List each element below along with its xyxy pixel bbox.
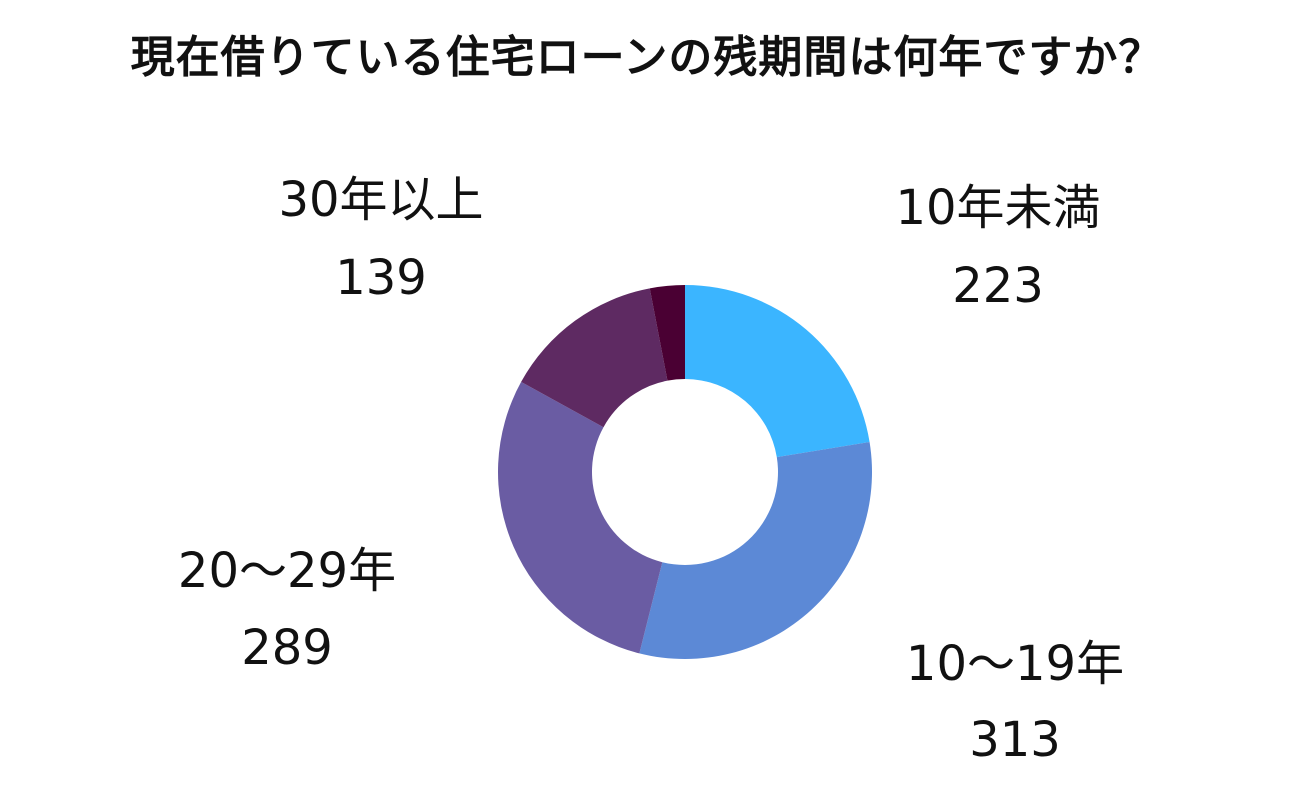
data-label-30-plus: 30年以上 139 — [278, 172, 483, 306]
chart-title: 現在借りている住宅ローンの残期間は何年ですか？ — [130, 32, 1164, 83]
donut-slice-4 — [521, 288, 668, 428]
data-label-category: 30年以上 — [278, 172, 483, 228]
data-label-category: 10〜19年 — [906, 636, 1124, 692]
donut-slice-1 — [685, 285, 870, 458]
data-label-10-19: 10〜19年 313 — [906, 636, 1124, 768]
donut-slices — [498, 285, 873, 659]
donut-slice-5 — [649, 285, 685, 381]
donut-slice-3 — [498, 381, 663, 654]
donut-slice-2 — [639, 441, 873, 659]
data-label-category: 20〜29年 — [178, 543, 396, 599]
data-label-value: 313 — [969, 712, 1061, 768]
data-label-value: 289 — [241, 620, 333, 676]
data-label-10-under: 10年未満 223 — [895, 180, 1100, 314]
data-label-value: 139 — [335, 250, 427, 306]
data-label-category: 10年未満 — [895, 180, 1100, 236]
data-label-value: 223 — [952, 258, 1044, 314]
data-label-20-29: 20〜29年 289 — [178, 543, 396, 676]
